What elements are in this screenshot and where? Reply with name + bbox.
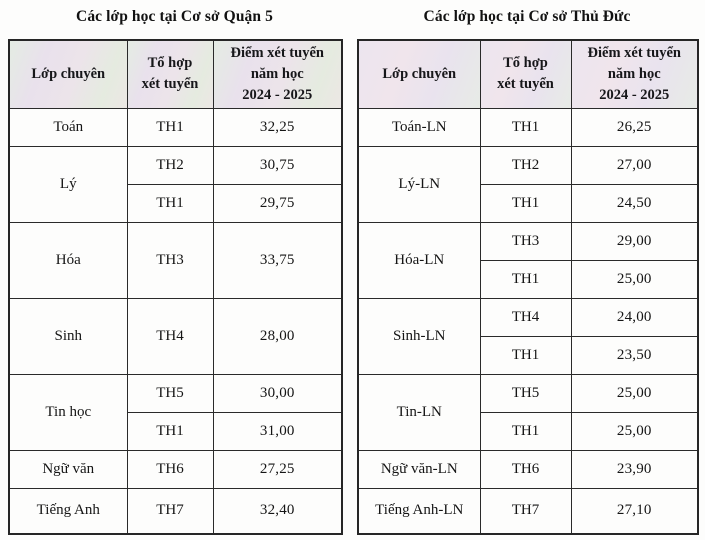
combo-cell: TH1 — [126, 107, 214, 147]
combo-cell: TH3 — [479, 221, 572, 261]
quan5-section: Các lớp học tại Cơ sở Quận 5 Lớp chuyên … — [8, 6, 343, 535]
score-cell: 24,50 — [570, 183, 699, 223]
class-name-cell: Hóa — [8, 221, 128, 299]
combo-cell: TH2 — [479, 145, 572, 185]
combo-cell: TH1 — [126, 411, 214, 451]
header-score-column: Điểm xét tuyển năm học 2024 - 2025 — [570, 39, 699, 109]
table-row: Toán TH1 32,25 — [8, 107, 343, 147]
table-row: Tin-LN TH5 25,00 — [357, 373, 699, 451]
combo-cell: TH4 — [126, 297, 214, 375]
score-cell: 29,00 — [570, 221, 699, 261]
table-row: Hóa TH3 33,75 — [8, 221, 343, 299]
score-cell: 31,00 — [212, 411, 343, 451]
quan5-score-table: Lớp chuyên Tổ hợp xét tuyển Điểm xét tuy… — [8, 39, 343, 535]
quan5-table-header: Lớp chuyên Tổ hợp xét tuyển Điểm xét tuy… — [8, 39, 343, 109]
table-row: Lý TH2 30,75 — [8, 145, 343, 223]
combo-cell: TH2 — [126, 145, 214, 185]
score-cell: 27,10 — [570, 487, 699, 535]
table-row: Hóa-LN TH3 29,00 — [357, 221, 699, 299]
thuduc-score-table: Lớp chuyên Tổ hợp xét tuyển Điểm xét tuy… — [357, 39, 699, 535]
combo-cell: TH1 — [479, 107, 572, 147]
score-cell: 25,00 — [570, 411, 699, 451]
class-name-cell: Tiếng Anh-LN — [357, 487, 481, 535]
table-row: TH1 31,00 — [9, 411, 343, 451]
combo-cell: TH4 — [479, 297, 572, 337]
score-cell: 32,40 — [212, 487, 343, 535]
header-score-column: Điểm xét tuyển năm học 2024 - 2025 — [212, 39, 343, 109]
thuduc-table-title: Các lớp học tại Cơ sở Thủ Đức — [423, 8, 631, 25]
table-row: Ngữ văn-LN TH6 23,90 — [357, 449, 699, 489]
class-name-cell: Ngữ văn-LN — [357, 449, 481, 489]
thuduc-table-body: Toán-LN TH1 26,25 Lý-LN TH2 27,00 TH1 24,50 Hóa-… — [357, 107, 699, 535]
header-combo-column: Tổ hợp xét tuyển — [479, 39, 572, 109]
table-row: TH1 25,00 — [358, 411, 699, 451]
table-row: TH1 25,00 — [358, 259, 699, 299]
score-cell: 30,00 — [212, 373, 343, 413]
combo-cell: TH5 — [479, 373, 572, 413]
score-cell: 23,90 — [570, 449, 699, 489]
table-row: TH1 23,50 — [358, 335, 699, 375]
table-row: TH1 29,75 — [9, 183, 343, 223]
score-cell: 25,00 — [570, 259, 699, 299]
class-name-cell: Sinh-LN — [357, 297, 481, 375]
table-row: Tin học TH5 30,00 — [8, 373, 343, 451]
score-cell: 23,50 — [570, 335, 699, 375]
class-name-cell: Toán — [8, 107, 128, 147]
combo-cell: TH1 — [479, 335, 572, 375]
class-name-cell: Hóa-LN — [357, 221, 481, 299]
thuduc-section: Các lớp học tại Cơ sở Thủ Đức Lớp chuyên… — [357, 6, 699, 535]
score-cell: 27,00 — [570, 145, 699, 185]
table-row: Tiếng Anh TH7 32,40 — [8, 487, 343, 535]
table-row: TH1 24,50 — [358, 183, 699, 223]
table-row: Sinh TH4 28,00 — [8, 297, 343, 375]
table-row: Tiếng Anh-LN TH7 27,10 — [357, 487, 699, 535]
score-cell: 26,25 — [570, 107, 699, 147]
combo-cell: TH6 — [126, 449, 214, 489]
combo-cell: TH1 — [126, 183, 214, 223]
class-name-cell: Tiếng Anh — [8, 487, 128, 535]
combo-cell: TH3 — [126, 221, 214, 299]
score-cell: 24,00 — [570, 297, 699, 337]
score-cell: 30,75 — [212, 145, 343, 185]
quan5-table-title: Các lớp học tại Cơ sở Quận 5 — [76, 8, 273, 25]
score-cell: 25,00 — [570, 373, 699, 413]
quan5-table-body: Toán TH1 32,25 Lý TH2 30,75 TH1 29,75 Hóa TH3 33,7… — [8, 107, 343, 535]
class-name-cell: Sinh — [8, 297, 128, 375]
score-cell: 27,25 — [212, 449, 343, 489]
combo-cell: TH5 — [126, 373, 214, 413]
class-name-cell: Toán-LN — [357, 107, 481, 147]
score-cell: 32,25 — [212, 107, 343, 147]
combo-cell: TH7 — [479, 487, 572, 535]
table-row: Ngữ văn TH6 27,25 — [8, 449, 343, 489]
class-name-cell: Tin học — [8, 373, 128, 451]
header-class-column: Lớp chuyên — [8, 39, 128, 109]
table-row: Toán-LN TH1 26,25 — [357, 107, 699, 147]
class-name-cell: Lý-LN — [357, 145, 481, 223]
class-name-cell: Ngữ văn — [8, 449, 128, 489]
combo-cell: TH1 — [479, 259, 572, 299]
class-name-cell: Lý — [8, 145, 128, 223]
combo-cell: TH1 — [479, 183, 572, 223]
class-name-cell: Tin-LN — [357, 373, 481, 451]
score-cell: 33,75 — [212, 221, 343, 299]
score-cell: 28,00 — [212, 297, 343, 375]
combo-cell: TH6 — [479, 449, 572, 489]
thuduc-table-header: Lớp chuyên Tổ hợp xét tuyển Điểm xét tuy… — [357, 39, 699, 109]
combo-cell: TH7 — [126, 487, 214, 535]
score-cell: 29,75 — [212, 183, 343, 223]
combo-cell: TH1 — [479, 411, 572, 451]
table-row: Sinh-LN TH4 24,00 — [357, 297, 699, 375]
header-class-column: Lớp chuyên — [357, 39, 481, 109]
table-row: Lý-LN TH2 27,00 — [357, 145, 699, 223]
header-combo-column: Tổ hợp xét tuyển — [126, 39, 214, 109]
